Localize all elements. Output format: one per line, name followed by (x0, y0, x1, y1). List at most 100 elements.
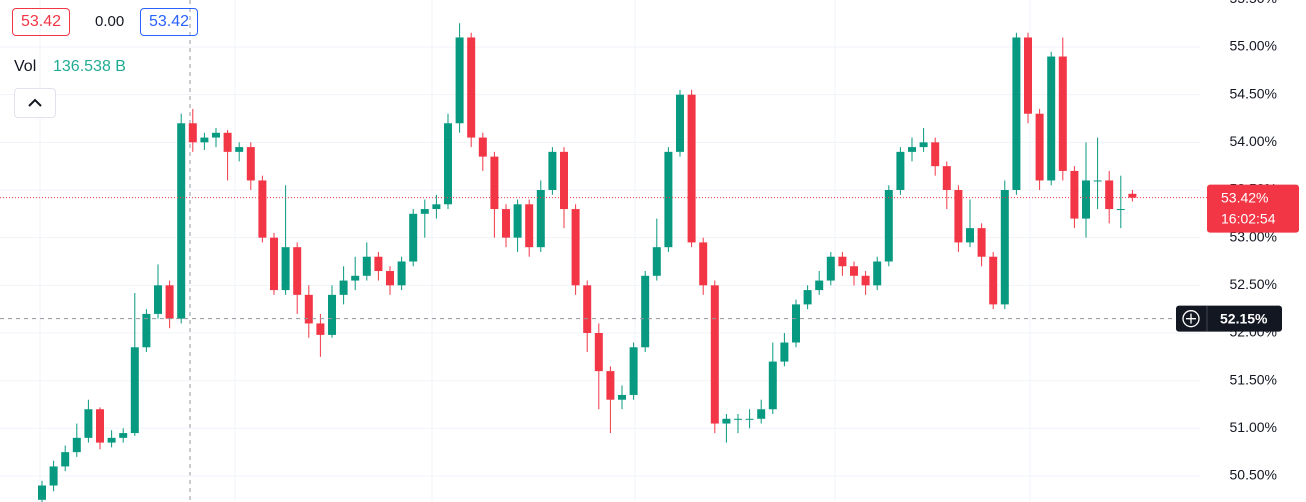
candle-body (780, 342, 789, 362)
candle-body (629, 347, 638, 395)
collapse-button[interactable] (14, 88, 56, 118)
candle-body (1128, 193, 1137, 198)
candle-body (397, 261, 406, 286)
candle-body (235, 147, 244, 152)
candle-body (293, 247, 302, 295)
candle-body (652, 247, 661, 276)
y-tick-label: 52.50% (1230, 276, 1277, 292)
candle-body (258, 180, 267, 238)
y-tick-label: 55.00% (1230, 38, 1277, 54)
crosshair-label: 52.15% (1220, 310, 1268, 326)
candle-body (815, 280, 824, 291)
candle-body (444, 123, 452, 205)
candle-body (154, 285, 162, 314)
candle-body (722, 418, 731, 424)
candle-body (699, 242, 708, 286)
last-price-box (1207, 184, 1299, 233)
candle-body (223, 132, 232, 152)
candle-body (525, 204, 534, 248)
candle-body (409, 213, 418, 262)
candle-body (757, 409, 766, 419)
candle-body (942, 166, 951, 190)
candle-body (560, 151, 568, 210)
candle-body (768, 361, 777, 410)
candle-body (583, 285, 592, 333)
candle-body (1093, 180, 1102, 182)
candle-body (536, 189, 545, 248)
candle-body (838, 256, 847, 267)
candle-body (884, 189, 893, 262)
y-tick-label: 50.50% (1230, 467, 1277, 483)
chevron-icon (28, 98, 42, 107)
candle-body (339, 280, 348, 295)
candle-body (618, 394, 626, 400)
candle-body (328, 294, 336, 335)
candle-body (420, 209, 429, 214)
candle-body (676, 94, 684, 152)
add-icon (1182, 310, 1200, 328)
candle-body (931, 142, 940, 167)
candle-body (896, 151, 905, 190)
y-tick-label: 54.50% (1230, 85, 1277, 101)
candle-body (212, 132, 220, 138)
candle-body (119, 433, 128, 438)
crosshair-box (1176, 305, 1282, 332)
candle-body (281, 247, 290, 291)
candle-body (966, 228, 974, 243)
y-tick-label: 55.50% (1230, 0, 1277, 6)
candle-body (606, 371, 615, 400)
candle-body (1000, 189, 1009, 305)
candle-body (502, 209, 510, 238)
candle-body (792, 304, 800, 343)
candle-body (130, 347, 139, 434)
candle-body (745, 418, 754, 420)
candle-body (571, 209, 580, 286)
volume-label: Vol (14, 58, 37, 75)
candle-body (710, 285, 719, 424)
close-price: 53.42 (12, 8, 71, 36)
candle-body (467, 37, 476, 138)
candle-body (72, 437, 81, 453)
candle-body (107, 437, 116, 443)
candle-body (977, 228, 986, 257)
candle-body (641, 275, 650, 348)
candle-body (316, 323, 325, 335)
candle-body (1058, 56, 1067, 171)
candle-body (270, 237, 278, 291)
candle-body (61, 452, 70, 467)
candle-body (1035, 113, 1044, 181)
candle-body (826, 256, 835, 281)
candle-body (351, 275, 360, 281)
candle-body (919, 142, 928, 148)
countdown-label: 16:02:54 (1221, 210, 1276, 226)
candle-body (908, 147, 916, 152)
change: 0.00 (95, 13, 125, 30)
add-icon-cross (1186, 313, 1196, 324)
candle-body (664, 151, 673, 248)
candle-body (1116, 209, 1125, 211)
candle-body (1105, 180, 1114, 210)
candle-body (954, 189, 963, 243)
candle-body (142, 313, 151, 348)
candle-body (594, 332, 603, 372)
candle-body (386, 271, 394, 286)
candle-body (873, 261, 882, 286)
candle-body (478, 137, 487, 157)
candle-body (734, 418, 742, 420)
candle-body (1024, 37, 1032, 114)
y-tick-label: 54.00% (1230, 133, 1277, 149)
candle-body (1047, 56, 1056, 181)
candle-body (177, 123, 186, 319)
candle-body (188, 123, 197, 143)
candle-body (455, 37, 464, 124)
candle-body (304, 294, 313, 324)
candle-body (96, 409, 104, 443)
candle-body (362, 256, 371, 276)
volume-value: 136.538 B (53, 58, 126, 75)
candle-body (1070, 170, 1079, 219)
candle-body (850, 266, 858, 276)
candle-body (84, 409, 93, 438)
candle-body (1082, 180, 1090, 219)
candle-body (861, 275, 870, 286)
